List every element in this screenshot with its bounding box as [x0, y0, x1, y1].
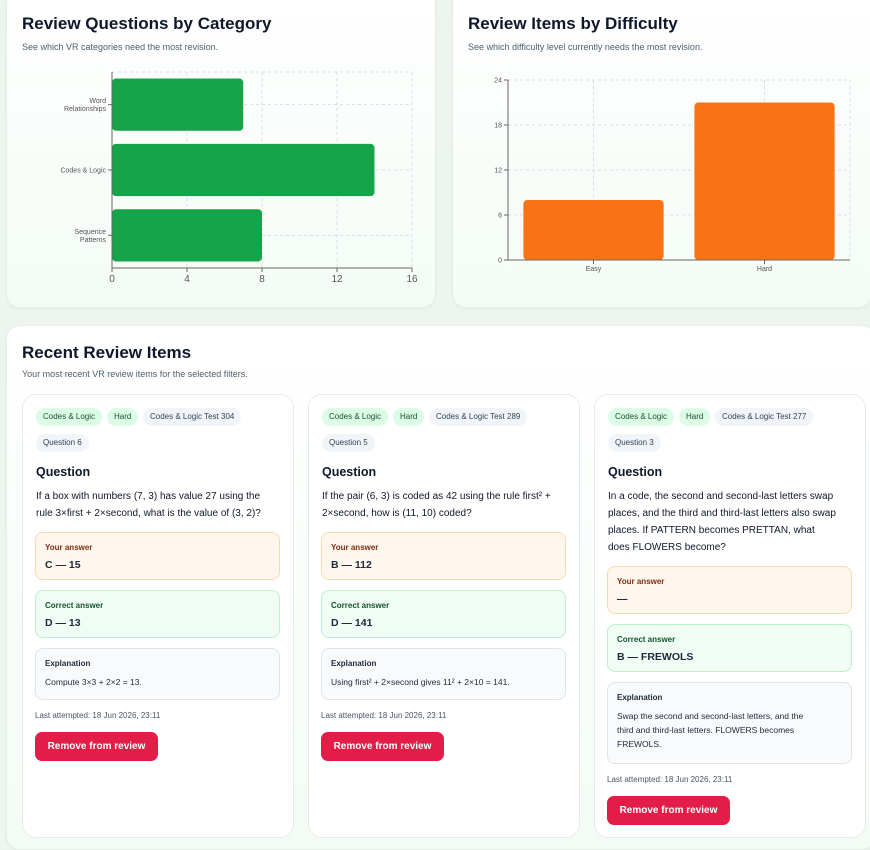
test-chip[interactable]: Codes & Logic Test 289 — [429, 408, 528, 426]
category-bar — [112, 209, 262, 262]
review-card: Codes & Logic Hard Codes & Logic Test 30… — [22, 394, 294, 838]
your-answer-label: Your answer — [45, 543, 93, 552]
x-tick-label: 16 — [406, 274, 418, 285]
explanation-text: Swap the second and second-last letters,… — [617, 711, 804, 749]
y-tick-label: 0 — [498, 258, 502, 265]
question-text: If a box with numbers (7, 3) has value 2… — [36, 491, 261, 519]
explanation-label: Explanation — [617, 693, 663, 702]
question-heading: Question — [322, 465, 377, 479]
correct-answer-box: Correct answer B — FREWOLS — [607, 624, 852, 672]
remove-from-review-button[interactable]: Remove from review — [35, 732, 158, 761]
explanation-box: Explanation Using first² + 2×second give… — [321, 648, 566, 700]
your-answer-box: Your answer B — 112 — [321, 532, 566, 580]
category-chip[interactable]: Codes & Logic — [36, 408, 103, 426]
correct-answer-label: Correct answer — [45, 601, 104, 610]
your-answer-label: Your answer — [331, 543, 379, 552]
x-tick-label: 0 — [109, 274, 115, 285]
x-tick-label: Hard — [757, 266, 772, 273]
test-chip[interactable]: Codes & Logic Test 304 — [143, 408, 242, 426]
x-tick-label: 8 — [259, 274, 265, 285]
difficulty-chip[interactable]: Hard — [393, 408, 425, 426]
question-number-chip[interactable]: Question 3 — [608, 434, 661, 452]
difficulty-chip[interactable]: Hard — [107, 408, 139, 426]
y-tick-label: Patterns — [80, 237, 107, 244]
category-chip[interactable]: Codes & Logic — [322, 408, 389, 426]
explanation-text: Compute 3×3 + 2×2 = 13. — [45, 677, 142, 687]
category-chart-subtitle: See which VR categories need the most re… — [22, 42, 219, 52]
y-tick-label: Sequence — [74, 229, 106, 236]
your-answer-box: Your answer C — 15 — [35, 532, 280, 580]
category-chart-title: Review Questions by Category — [22, 14, 272, 33]
question-heading: Question — [36, 465, 91, 479]
explanation-label: Explanation — [331, 659, 377, 668]
correct-answer-label: Correct answer — [617, 635, 676, 644]
review-card: Codes & Logic Hard Codes & Logic Test 28… — [308, 394, 580, 838]
correct-answer-value: B — FREWOLS — [617, 651, 694, 663]
difficulty-bar — [523, 200, 664, 260]
test-chip[interactable]: Codes & Logic Test 277 — [715, 408, 814, 426]
recent-review-title: Recent Review Items — [22, 343, 192, 362]
difficulty-chart-subtitle: See which difficulty level currently nee… — [468, 42, 703, 52]
question-heading: Question — [608, 465, 663, 479]
y-tick-label: Codes & Logic — [60, 168, 106, 175]
your-answer-label: Your answer — [617, 577, 665, 586]
y-tick-label: 24 — [494, 78, 502, 85]
difficulty-bar — [694, 102, 835, 260]
y-tick-label: Relationships — [64, 106, 107, 113]
correct-answer-value: D — 13 — [45, 617, 81, 629]
review-card: Codes & Logic Hard Codes & Logic Test 27… — [594, 394, 866, 838]
question-number-chip[interactable]: Question 5 — [322, 434, 375, 452]
difficulty-chart-title: Review Items by Difficulty — [468, 14, 678, 33]
y-tick-label: 6 — [498, 213, 502, 220]
question-text: If the pair (6, 3) is coded as 42 using … — [322, 491, 551, 519]
your-answer-value: — — [617, 593, 628, 605]
category-bar — [112, 143, 375, 197]
correct-answer-box: Correct answer D — 141 — [321, 590, 566, 638]
correct-answer-label: Correct answer — [331, 601, 390, 610]
y-tick-label: 12 — [494, 168, 502, 175]
explanation-text: Using first² + 2×second gives 11² + 2×10… — [331, 677, 510, 687]
x-tick-label: 12 — [331, 274, 343, 285]
remove-from-review-button[interactable]: Remove from review — [321, 732, 444, 761]
explanation-box: Explanation Swap the second and second-l… — [607, 682, 852, 764]
your-answer-value: C — 15 — [45, 559, 81, 571]
correct-answer-box: Correct answer D — 13 — [35, 590, 280, 638]
y-tick-label: Word — [89, 98, 106, 105]
your-answer-box: Your answer — — [607, 566, 852, 614]
question-text: In a code, the second and second-last le… — [608, 491, 836, 553]
x-tick-label: 4 — [184, 274, 190, 285]
your-answer-value: B — 112 — [331, 559, 372, 571]
category-chip[interactable]: Codes & Logic — [608, 408, 675, 426]
last-attempted: Last attempted: 18 Jun 2026, 23:11 — [321, 711, 447, 720]
category-bar — [112, 78, 244, 131]
explanation-label: Explanation — [45, 659, 91, 668]
x-tick-label: Easy — [586, 266, 602, 273]
difficulty-bar-chart: 0 6 12 18 24 Easy Hard — [494, 78, 851, 273]
recent-review-subtitle: Your most recent VR review items for the… — [22, 369, 248, 379]
last-attempted: Last attempted: 18 Jun 2026, 23:11 — [35, 711, 161, 720]
last-attempted: Last attempted: 18 Jun 2026, 23:11 — [607, 775, 733, 784]
remove-from-review-button[interactable]: Remove from review — [607, 796, 730, 825]
correct-answer-value: D — 141 — [331, 617, 373, 629]
difficulty-chip[interactable]: Hard — [679, 408, 711, 426]
y-tick-label: 18 — [494, 123, 502, 130]
question-number-chip[interactable]: Question 6 — [36, 434, 89, 452]
explanation-box: Explanation Compute 3×3 + 2×2 = 13. — [35, 648, 280, 700]
